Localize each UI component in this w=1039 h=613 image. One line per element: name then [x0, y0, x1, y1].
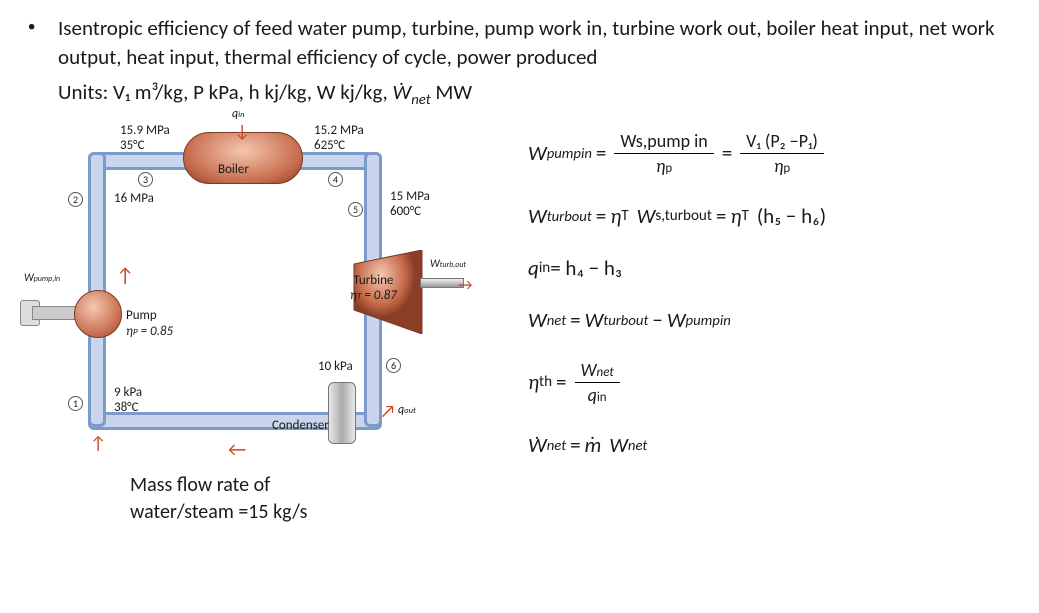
state6-text: 10 kPa: [318, 360, 353, 375]
problem-statement: Isentropic efficiency of feed water pump…: [58, 14, 1011, 73]
bottom-flow-arrow-icon: ←: [228, 438, 246, 462]
rankine-cycle-diagram: Boiler qin ↓ 15.9 MPa35°C 3 15.2 MPa625°…: [28, 122, 468, 502]
state3-text: 15.9 MPa35°C: [120, 124, 170, 154]
node-5: 5: [348, 202, 363, 217]
units-prefix: Units:: [58, 79, 113, 105]
state2-text: 16 MPa: [114, 192, 154, 207]
turbine-label: Turbine ηT = 0.87: [350, 274, 397, 304]
state1-text: 9 kPa38°C: [114, 386, 142, 416]
wnet-sub: net: [411, 90, 430, 108]
mass-flow-text: Mass flow rate of water/steam =15 kg/s: [130, 472, 307, 526]
wturbout-label: Wturb,out: [430, 258, 466, 271]
pump: [74, 290, 122, 338]
node-2: 2: [68, 192, 83, 207]
state1-up-arrow-icon: ↑: [90, 432, 106, 454]
node-1: 1: [68, 396, 83, 411]
wpumpin-label: Wpump,in: [24, 272, 60, 285]
eq-power: Wnet = m Wnet: [528, 432, 1011, 458]
condenser: [328, 382, 356, 444]
qout-arrow-icon: ↗: [380, 400, 396, 422]
wnet-sym: W: [393, 79, 412, 105]
eq-turbine-work: Wturbout = ηT Ws,turbout = ηT (h₅ − h₆): [528, 203, 1011, 229]
condenser-label: Condenser: [272, 418, 329, 433]
boiler-label: Boiler: [218, 162, 249, 177]
node-4: 4: [328, 172, 343, 187]
pump-flow-arrow-icon: ↑: [116, 264, 134, 288]
pump-shaft: [32, 306, 80, 320]
pump-label: Pump ηP = 0.85: [126, 308, 173, 339]
eq-pump-work: Wpumpin = Ws,pump in ηp = V₁ (P₂ −P₁) ηp: [528, 130, 1011, 177]
qout-label: qout: [398, 404, 416, 418]
units-line: Units: V₁ m³/kg, P kPa, h kj/kg, W kj/kg…: [58, 79, 1011, 108]
bullet-icon: ●: [28, 20, 35, 34]
state4-text: 15.2 MPa625°C: [314, 124, 364, 154]
node-3: 3: [138, 172, 153, 187]
qin-arrow-icon: ↓: [234, 120, 250, 142]
eq-qin: qin = h₄ − h₃: [528, 255, 1011, 281]
equations-column: Wpumpin = Ws,pump in ηp = V₁ (P₂ −P₁) ηp…: [498, 122, 1011, 502]
units-body: V₁ m³/kg, P kPa, h kj/kg, W kj/kg,: [113, 79, 393, 105]
turb-arrow-icon: →: [458, 276, 472, 295]
wnet-unit: MW: [431, 79, 472, 105]
eq-eta-th: ηth = Wnet qin: [528, 359, 1011, 406]
eq-wnet: Wnet = Wturbout − Wpumpin: [528, 307, 1011, 333]
node-6: 6: [386, 358, 401, 373]
state5-text: 15 MPa600°C: [390, 190, 430, 220]
